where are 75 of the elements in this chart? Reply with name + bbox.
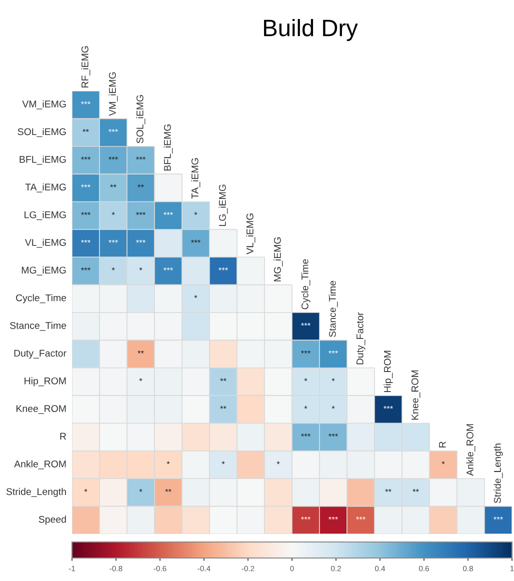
data-label: *** (301, 322, 310, 326)
data-label: ** (138, 184, 144, 188)
data-label: * (304, 406, 308, 409)
y-tick-label: TA_iEMG (25, 183, 66, 192)
data-label: * (332, 406, 335, 409)
y-tick-label: Stance_Time (10, 322, 66, 331)
data-label: *** (81, 267, 90, 270)
x-tick-label: Knee_ROM (411, 370, 420, 420)
x-tick-label: Ankle_ROM (466, 424, 476, 476)
y-tick-label: MG_iEMG (22, 266, 66, 276)
data-label: *** (191, 240, 200, 243)
data-label: *** (81, 156, 90, 160)
data-label: *** (301, 434, 310, 436)
y-tick-label: Speed (38, 516, 66, 525)
data-label: ** (412, 488, 419, 492)
data-label: * (304, 378, 308, 382)
data-label: *** (81, 184, 90, 188)
data-label: *** (328, 434, 338, 436)
y-tick-label: VM_iEMG (22, 100, 66, 110)
y-tick-label: Stride_Length (6, 488, 66, 497)
x-tick-label: Cycle_Time (301, 259, 310, 310)
x-tick-label: MG_iEMG (274, 237, 283, 282)
data-label: * (194, 295, 198, 298)
data-label: *** (356, 516, 366, 520)
x-tick-label: RF_iEMG (81, 46, 90, 88)
data-label: ** (110, 184, 116, 188)
data-label: * (139, 378, 142, 382)
data-label: * (139, 488, 142, 492)
data-label: *** (108, 128, 118, 132)
y-tick-label: R (60, 432, 66, 440)
data-label: *** (164, 212, 173, 215)
data-label: *** (164, 267, 173, 270)
data-label: *** (136, 212, 146, 215)
x-tick-label: Stance_Time (328, 280, 338, 337)
y-tick-label: VL_iEMG (24, 238, 66, 248)
data-label: ** (138, 350, 144, 354)
data-label: *** (328, 350, 338, 354)
data-label: * (84, 488, 88, 492)
data-label: * (276, 461, 280, 464)
data-label: * (139, 267, 142, 270)
data-label: *** (108, 156, 118, 160)
data-label: *** (136, 240, 146, 243)
data-label: *** (301, 516, 310, 520)
data-label: *** (81, 101, 90, 104)
data-label: * (332, 378, 335, 382)
data-label: * (112, 212, 115, 215)
data-label: * (194, 212, 198, 215)
y-tick-label: Cycle_Time (16, 294, 66, 304)
data-label: *** (136, 156, 146, 160)
data-label: ** (220, 378, 226, 382)
y-tick-label: Hip_ROM (24, 377, 66, 386)
data-label: * (166, 461, 170, 464)
data-label: *** (81, 212, 90, 215)
x-tick-label: SOL_iEMG (136, 95, 146, 144)
data-label: *** (81, 240, 90, 243)
data-label: ** (220, 406, 226, 409)
x-tick-label: Duty_Factor (356, 312, 366, 364)
data-label: *** (384, 406, 393, 409)
x-tick-label: VM_iEMG (108, 72, 118, 116)
data-label: *** (218, 267, 228, 270)
data-label: ** (165, 488, 172, 492)
data-label: ** (82, 128, 89, 132)
data-label: ** (385, 488, 392, 492)
data-label: *** (494, 516, 503, 520)
x-tick-label: Stride_Length (494, 444, 503, 504)
y-tick-label: Ankle_ROM (14, 460, 66, 470)
data-label: *** (328, 516, 338, 520)
data-label: *** (301, 350, 310, 354)
y-tick-label: SOL_iEMG (18, 128, 66, 137)
data-label: * (442, 461, 445, 464)
chart-title: Build Dry (264, 18, 358, 42)
data-label: *** (108, 240, 118, 243)
data-label: * (222, 461, 225, 464)
y-tick-label: Knee_ROM (16, 405, 66, 414)
data-label: * (112, 267, 115, 270)
